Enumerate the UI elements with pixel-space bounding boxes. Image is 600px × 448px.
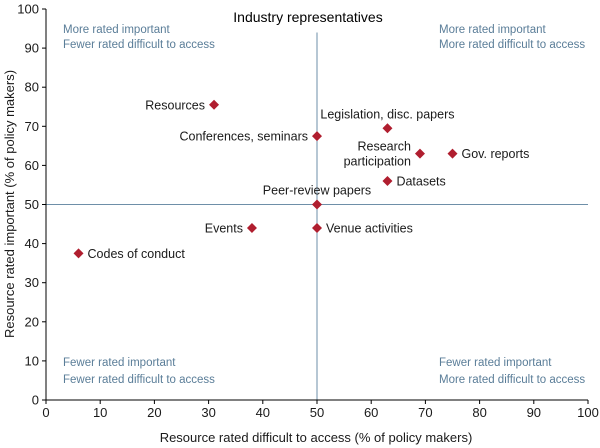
point-marker-legislation-disc-papers <box>382 123 393 134</box>
reference-lines <box>46 32 588 400</box>
point-label-codes-of-conduct: Codes of conduct <box>88 247 186 261</box>
point-marker-research-participation <box>414 148 425 159</box>
x-tick-label: 30 <box>201 405 215 420</box>
y-tick-label: 80 <box>25 80 39 95</box>
y-axis-title: Resource rated important (% of policy ma… <box>2 70 17 338</box>
point-label-conferences-seminars: Conferences, seminars <box>179 130 308 144</box>
x-tick-label: 90 <box>527 405 541 420</box>
quadrant-label-top-right-line1: More rated important <box>439 24 547 36</box>
point-label-legislation-disc-papers: Legislation, disc. papers <box>320 107 454 121</box>
point-marker-venue-activities <box>312 222 322 233</box>
x-tick-label: 70 <box>418 405 432 420</box>
y-tick-label: 90 <box>25 41 39 56</box>
x-tick-label: 60 <box>364 405 378 420</box>
data-points: Resources Conferences, seminars Legislatio… <box>73 98 530 261</box>
point-label-peer-review-papers: Peer-review papers <box>263 184 371 198</box>
ticks: 0 10 20 30 40 50 60 70 80 90 100 0 10 20 30 40 50 60 70 80 9… <box>17 2 599 421</box>
y-tick-label: 30 <box>25 275 39 290</box>
quadrant-label-top-left-line1: More rated important <box>63 24 171 36</box>
y-tick-label: 0 <box>32 393 39 408</box>
quadrant-label-top-left-line2: Fewer rated difficult to access <box>63 39 215 51</box>
y-tick-label: 60 <box>25 158 39 173</box>
point-marker-conferences-seminars <box>312 131 322 142</box>
point-label-research-participation: Research <box>357 140 411 154</box>
x-tick-label: 20 <box>147 405 161 420</box>
point-marker-gov-reports <box>447 148 458 159</box>
point-marker-resources <box>209 99 220 110</box>
quadrant-label-top-right-line2: More rated difficult to access <box>439 39 585 51</box>
y-tick-label: 20 <box>25 314 39 329</box>
chart-title: Industry representatives <box>233 9 382 25</box>
y-tick-label: 100 <box>17 2 39 17</box>
quadrant-label-bottom-left-line1: Fewer rated important <box>63 357 176 369</box>
point-label-datasets: Datasets <box>396 175 445 189</box>
point-marker-codes-of-conduct <box>73 248 84 259</box>
point-marker-peer-review-papers <box>312 199 322 210</box>
point-label-resources: Resources <box>145 98 205 112</box>
x-axis-title: Resource rated difficult to access (% of… <box>160 430 473 445</box>
point-marker-datasets <box>382 176 393 187</box>
quadrant-label-bottom-left-line2: Fewer rated difficult to access <box>63 374 215 386</box>
point-label-venue-activities: Venue activities <box>326 221 413 235</box>
x-tick-label: 0 <box>42 405 49 420</box>
point-label-events: Events <box>205 221 243 235</box>
point-marker-events <box>246 222 257 233</box>
y-tick-label: 10 <box>25 353 39 368</box>
y-tick-label: 70 <box>25 119 39 134</box>
point-label-gov-reports: Gov. reports <box>462 147 530 161</box>
x-tick-label: 100 <box>577 405 599 420</box>
y-tick-label: 50 <box>25 197 39 212</box>
x-tick-label: 10 <box>93 405 107 420</box>
point-label-research-participation: participation <box>344 155 411 169</box>
y-tick-label: 40 <box>25 236 39 251</box>
quadrant-label-bottom-right-line1: Fewer rated important <box>439 357 552 369</box>
quadrant-label-bottom-right-line2: More rated difficult to access <box>439 374 585 386</box>
x-tick-label: 50 <box>310 405 324 420</box>
x-tick-label: 80 <box>472 405 486 420</box>
x-tick-label: 40 <box>256 405 270 420</box>
